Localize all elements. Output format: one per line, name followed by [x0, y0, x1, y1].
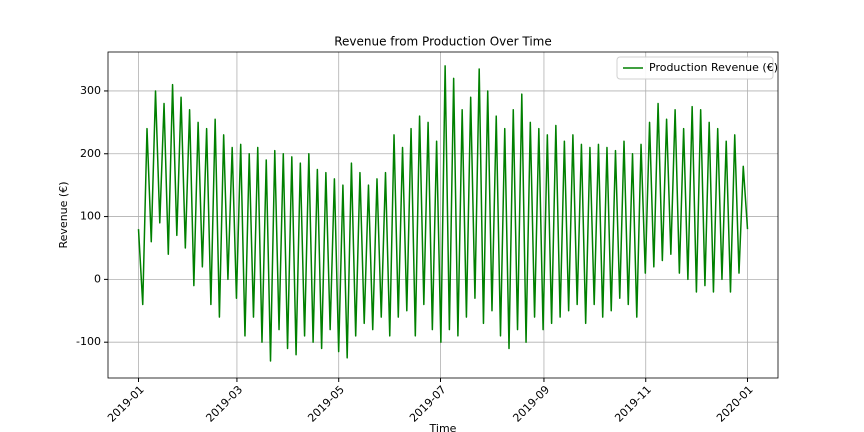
plot — [137, 65, 749, 362]
x-tick-label: 2019-11 — [612, 383, 654, 425]
x-tick-label: 2019-01 — [105, 383, 147, 425]
series-line — [137, 65, 749, 362]
y-tick-label: 100 — [80, 210, 101, 223]
y-tick-label: 200 — [80, 147, 101, 160]
x-tick-label: 2019-05 — [305, 383, 347, 425]
x-tick-label: 2019-09 — [510, 383, 552, 425]
plot-frame — [107, 51, 779, 379]
y-axis-label: Revenue (€) — [57, 182, 70, 249]
chart-title: Revenue from Production Over Time — [334, 35, 552, 49]
x-tick-label: 2019-07 — [407, 383, 449, 425]
y-tick-label: 0 — [94, 272, 101, 285]
x-tick-label: 2019-03 — [203, 383, 245, 425]
y-tick-label: -100 — [76, 335, 101, 348]
legend-box — [616, 56, 774, 80]
x-axis-label: Time — [429, 422, 457, 432]
x-tick-label: 2020-01 — [714, 383, 756, 425]
legend-label: Production Revenue (€) — [649, 61, 778, 74]
y-tick-label: 300 — [80, 84, 101, 97]
